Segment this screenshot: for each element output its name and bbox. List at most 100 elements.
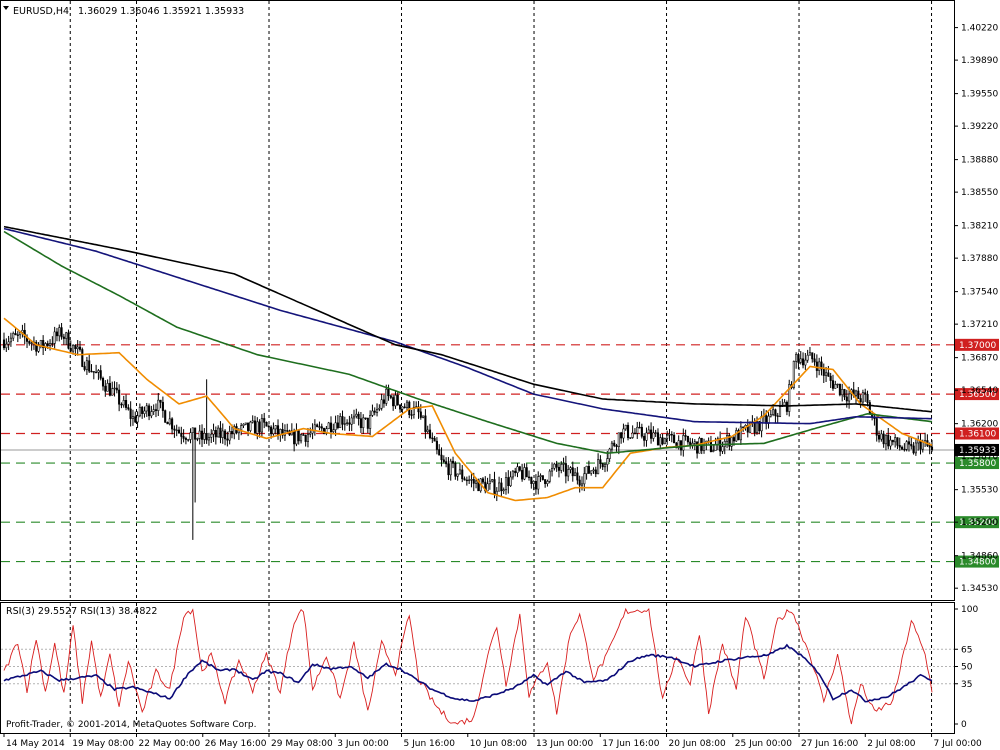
candle-body: [403, 406, 406, 409]
candle-body: [263, 418, 266, 423]
candle-body: [525, 467, 528, 478]
candle-body: [912, 445, 915, 454]
candle-body: [53, 331, 56, 344]
candle-body: [7, 341, 10, 345]
candle-body: [401, 406, 404, 410]
candle-body: [914, 442, 917, 454]
candle-body: [857, 390, 860, 399]
candle-body: [601, 463, 604, 468]
candle-body: [666, 434, 669, 439]
candle-body: [253, 420, 257, 434]
candle-body: [302, 434, 305, 436]
candle-body: [357, 413, 360, 419]
candle-body: [219, 427, 222, 438]
horizontal-levels: 1.37000 1.36500 1.36100 1.35800 1.35200 1.348…: [1, 338, 999, 568]
candle-body: [772, 409, 775, 415]
candle-body: [438, 449, 441, 456]
candle-body: [191, 427, 194, 433]
candle-body: [643, 435, 646, 441]
candle-body: [537, 476, 540, 490]
candle-body: [836, 383, 839, 386]
candle-body: [325, 428, 328, 434]
candle-body: [373, 410, 376, 413]
candle-body: [880, 433, 883, 440]
candle-body: [758, 421, 761, 432]
candle-body: [51, 343, 54, 345]
candle-body: [405, 401, 409, 409]
candle-body: [548, 470, 551, 482]
candle-body: [428, 429, 432, 439]
candle-body: [854, 390, 858, 397]
price-tick-label: 1.36540: [961, 386, 998, 396]
price-axis[interactable]: 1.40220 1.39890 1.39550 1.39220 1.38880 1.385…: [954, 24, 998, 595]
candle-body: [247, 422, 250, 431]
candle-body: [534, 481, 537, 490]
candle-body: [696, 441, 699, 454]
candle-body: [905, 441, 908, 450]
rsi-tick-label: 65: [961, 645, 972, 655]
price-tick-label: 1.39550: [961, 90, 998, 100]
candle-body: [95, 371, 98, 374]
candle-body: [256, 421, 259, 434]
time-tick-label: 26 May 16:00: [205, 739, 267, 749]
candle-body: [523, 467, 526, 480]
candle-body: [150, 411, 153, 417]
candle-body: [203, 432, 206, 440]
candle-body: [435, 440, 438, 450]
price-tick-label: 1.34860: [961, 552, 998, 562]
candle-body: [134, 416, 137, 423]
candle-body: [613, 442, 616, 446]
candle-body: [157, 399, 160, 411]
candle-body: [866, 393, 869, 403]
candle-body: [97, 370, 100, 373]
candle-body: [732, 437, 736, 442]
candle-body: [99, 370, 102, 379]
candle-body: [28, 341, 31, 344]
candle-body: [320, 426, 323, 429]
candle-body: [507, 477, 510, 487]
support-level-tag: [955, 555, 999, 568]
candle-body: [825, 372, 828, 376]
candle-body: [189, 432, 192, 440]
candle-body: [539, 475, 542, 477]
time-axis[interactable]: 14 May 2014 19 May 08:00 22 May 00:00 26 Ma…: [3, 733, 983, 749]
candle-body: [875, 418, 878, 436]
candle-body: [230, 431, 234, 435]
rsi-line: [3, 643, 933, 703]
resistance-level-tag: [955, 427, 999, 440]
time-tick-label: 14 May 2014: [6, 739, 65, 749]
candle-body: [620, 432, 623, 439]
candle-body: [371, 410, 374, 416]
candle-body: [592, 469, 595, 472]
candle-body: [663, 438, 666, 445]
candle-body: [652, 432, 655, 439]
candle-body: [532, 481, 535, 484]
candle-body: [55, 331, 59, 337]
candle-body: [486, 483, 489, 492]
candle-body: [684, 435, 687, 437]
candle-body: [631, 432, 634, 438]
candle-body: [366, 417, 369, 429]
candle-body: [843, 389, 846, 398]
candle-body: [200, 430, 204, 440]
resistance-level-label: 1.37000: [959, 341, 996, 351]
price-panel[interactable]: [0, 0, 955, 601]
candle-body: [640, 426, 643, 437]
time-tick-label: 7 Jul 00:00: [934, 739, 983, 749]
rsi-panel[interactable]: [0, 602, 955, 734]
candle-body: [410, 414, 413, 416]
copyright-notice: Profit-Trader, © 2001-2014, MetaQuotes S…: [6, 720, 257, 730]
candle-body: [364, 417, 367, 419]
candle-body: [797, 354, 800, 363]
candle-body: [806, 354, 809, 361]
candle-body: [184, 438, 187, 440]
candle-body: [226, 438, 229, 441]
candle-body: [161, 401, 164, 411]
price-tick-label: 1.40220: [961, 24, 998, 34]
candle-body: [521, 470, 524, 480]
candle-body: [633, 432, 636, 435]
candle-body: [286, 430, 289, 432]
dropdown-triangle-icon[interactable]: [3, 6, 9, 10]
price-tick-label: 1.35530: [961, 486, 998, 496]
